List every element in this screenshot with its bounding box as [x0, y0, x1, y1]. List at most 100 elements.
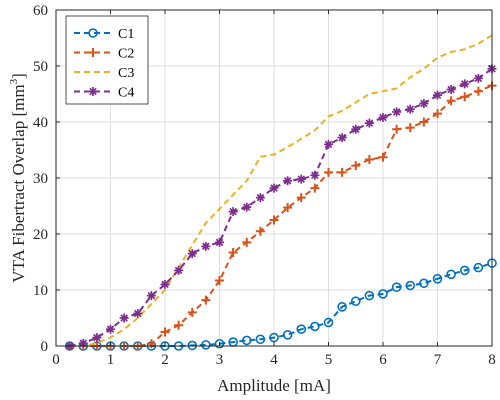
data-point-C4: [337, 133, 347, 143]
x-tick-label: 1: [107, 352, 115, 368]
data-point-C1: [337, 301, 347, 312]
data-point-C2: [364, 155, 374, 165]
data-point-C2: [310, 183, 320, 193]
data-point-C1: [405, 280, 416, 291]
data-point-C2: [337, 167, 347, 177]
x-tick-label: 2: [161, 352, 169, 368]
data-point-C4: [201, 241, 211, 251]
legend-marker-C4: [88, 87, 98, 96]
data-point-C4: [296, 174, 306, 184]
legend-label-C1: C1: [118, 27, 134, 42]
data-point-C4: [405, 104, 415, 114]
data-point-C4: [92, 333, 102, 343]
data-point-C1: [201, 340, 211, 350]
data-point-C4: [269, 183, 279, 193]
series-C3: [69, 34, 493, 347]
data-point-C2: [187, 307, 197, 317]
data-point-C1: [391, 282, 402, 293]
y-tick-label: 0: [41, 339, 49, 355]
data-point-C4: [242, 202, 252, 212]
data-point-C2: [201, 295, 211, 305]
x-tick-label: 0: [52, 352, 60, 368]
data-point-C4: [106, 324, 115, 334]
data-point-C4: [255, 193, 265, 203]
legend-label-C3: C3: [118, 66, 134, 81]
data-point-C4: [215, 237, 224, 247]
data-point-C2: [146, 339, 156, 349]
data-point-C4: [78, 338, 88, 348]
data-point-C1: [473, 262, 484, 273]
y-axis-label-main: VTA Fibertract Overlap [mm: [9, 84, 28, 282]
data-point-C4: [187, 249, 197, 259]
data-point-C2: [283, 203, 293, 213]
data-point-C1: [214, 338, 225, 349]
data-point-C4: [364, 118, 374, 128]
data-point-C2: [228, 247, 238, 257]
data-point-C4: [133, 309, 143, 319]
grid-lines: [56, 10, 492, 346]
data-point-C4: [419, 99, 429, 109]
legend-label-C2: C2: [118, 47, 134, 62]
tick-layer: 0 1 2 3 4 5 6 7 8 0 10 20 30 40 50 60: [33, 3, 496, 368]
y-tick-label: 20: [33, 227, 48, 243]
legend-marker-C2: [88, 48, 98, 57]
data-point-C2: [215, 275, 224, 285]
data-point-C2: [392, 124, 402, 134]
data-point-C1: [323, 317, 334, 328]
data-point-C1: [282, 329, 293, 340]
data-point-C1: [350, 296, 361, 307]
data-point-C2: [255, 226, 265, 236]
y-axis-label-close: ]: [9, 73, 28, 79]
data-point-C4: [473, 73, 483, 83]
y-tick-label: 30: [33, 171, 48, 187]
series-C4: [65, 64, 497, 351]
data-point-C2: [433, 109, 442, 119]
y-tick-label: 60: [33, 3, 48, 19]
data-point-C2: [296, 193, 306, 203]
data-point-C1: [241, 335, 252, 346]
data-point-C1: [310, 321, 320, 332]
x-tick-label: 8: [488, 352, 496, 368]
y-axis-label: VTA Fibertract Overlap [mm3]: [8, 73, 28, 283]
data-point-C4: [283, 176, 293, 186]
x-axis-label: Amplitude [mA]: [217, 376, 331, 395]
data-point-C2: [473, 86, 483, 96]
legend-box: [65, 15, 149, 105]
data-point-C2: [446, 96, 456, 106]
data-point-C4: [446, 85, 456, 95]
legend-marker-C1: [88, 28, 98, 38]
data-point-C2: [242, 237, 252, 247]
data-point-C1: [432, 273, 443, 284]
data-point-C4: [228, 207, 238, 217]
data-point-C4: [378, 113, 388, 123]
data-point-C2: [419, 117, 429, 127]
data-point-C2: [460, 92, 470, 102]
data-point-C4: [324, 139, 333, 149]
data-point-C1: [459, 265, 470, 276]
data-point-C4: [460, 79, 470, 89]
data-point-C2: [378, 152, 388, 162]
data-point-C1: [269, 332, 279, 343]
data-point-C1: [378, 289, 388, 299]
data-point-C2: [174, 320, 184, 330]
y-tick-label: 10: [33, 283, 48, 299]
data-point-C1: [296, 324, 307, 335]
data-point-C4: [119, 313, 129, 323]
data-point-C1: [419, 278, 429, 289]
x-tick-label: 4: [270, 352, 278, 368]
legend: C1 C2 C3 C4: [65, 15, 149, 105]
data-point-C4: [351, 124, 361, 134]
y-tick-label: 50: [33, 59, 48, 75]
data-point-C4: [146, 291, 156, 301]
data-point-C2: [269, 215, 279, 225]
y-axis-label-superscript: 3: [8, 78, 20, 84]
y-tick-label: 40: [33, 115, 48, 131]
x-tick-label: 6: [379, 352, 387, 368]
data-point-C4: [174, 265, 184, 275]
data-point-C1: [364, 290, 375, 301]
data-point-C1: [255, 334, 266, 345]
data-point-C1: [187, 340, 198, 351]
x-tick-label: 5: [325, 352, 333, 368]
data-point-C2: [405, 123, 415, 133]
